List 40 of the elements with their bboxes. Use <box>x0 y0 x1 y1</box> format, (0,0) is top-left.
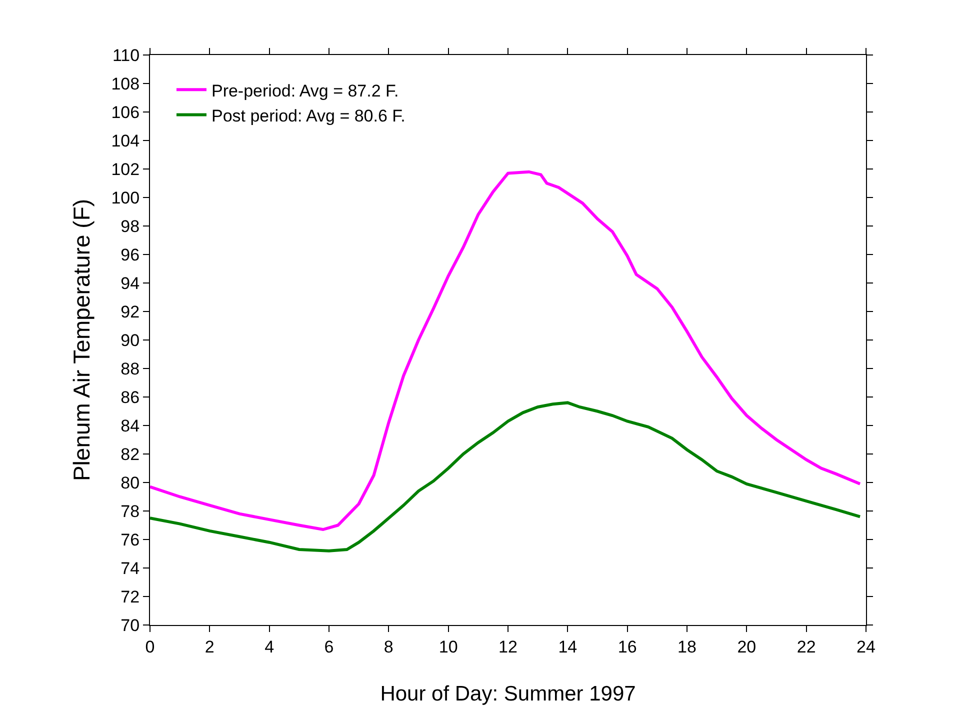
y-tick-label: 94 <box>120 274 140 293</box>
x-axis-title: Hour of Day: Summer 1997 <box>380 682 636 706</box>
line-series <box>150 401 862 552</box>
legend-label: Post period: Avg = 80.6 F. <box>211 106 406 126</box>
y-tick-label: 86 <box>120 388 140 407</box>
x-tick-label: 4 <box>264 637 274 656</box>
y-tick-label: 84 <box>120 416 140 436</box>
y-tick-label: 72 <box>120 587 140 606</box>
y-tick-label: 76 <box>120 530 140 550</box>
y-tick-label: 102 <box>111 160 140 179</box>
x-tick-label: 20 <box>737 637 756 656</box>
x-tick-label: 22 <box>796 637 816 656</box>
y-tick-label: 96 <box>120 245 140 264</box>
x-tick-label: 14 <box>558 637 578 656</box>
x-tick-label: 12 <box>498 637 518 656</box>
y-tick-label: 74 <box>120 558 140 578</box>
y-tick-label: 70 <box>120 616 140 635</box>
y-tick-label: 80 <box>120 473 140 492</box>
x-tick-label: 8 <box>384 637 394 656</box>
x-tick-label: 16 <box>618 637 637 656</box>
x-tick-label: 2 <box>204 637 214 656</box>
y-tick-label: 98 <box>120 216 140 236</box>
x-tick-label: 10 <box>438 637 458 656</box>
y-tick-label: 106 <box>111 102 140 122</box>
x-tick-label: 24 <box>856 637 876 656</box>
x-tick-label: 18 <box>678 637 696 656</box>
legend-label: Pre-period: Avg = 87.2 F. <box>211 81 399 100</box>
y-tick-label: 104 <box>111 131 140 150</box>
x-tick-label: 0 <box>145 637 155 656</box>
y-axis-title: Plenum Air Temperature (F) <box>68 198 95 482</box>
y-tick-label: 88 <box>120 359 140 378</box>
x-tick-label: 6 <box>324 637 334 656</box>
y-tick-label: 100 <box>111 188 140 208</box>
y-tick-label: 92 <box>120 302 140 322</box>
y-tick-label: 108 <box>111 74 140 94</box>
y-tick-label: 90 <box>120 330 140 350</box>
y-tick-label: 82 <box>120 444 140 464</box>
y-tick-label: 78 <box>120 502 140 521</box>
line-series <box>150 170 862 532</box>
y-tick-label: 110 <box>112 46 140 65</box>
